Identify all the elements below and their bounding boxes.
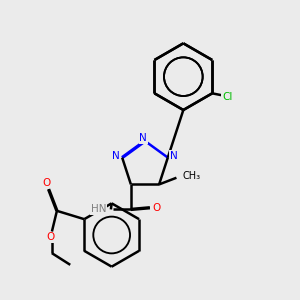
Text: CH₃: CH₃ (182, 171, 201, 181)
Text: HN: HN (91, 204, 106, 214)
Text: N: N (112, 151, 120, 161)
Text: O: O (46, 232, 54, 242)
Text: N: N (140, 133, 147, 143)
Text: Cl: Cl (222, 92, 232, 102)
Text: O: O (152, 203, 161, 213)
Text: O: O (43, 178, 51, 188)
Text: N: N (170, 151, 178, 161)
